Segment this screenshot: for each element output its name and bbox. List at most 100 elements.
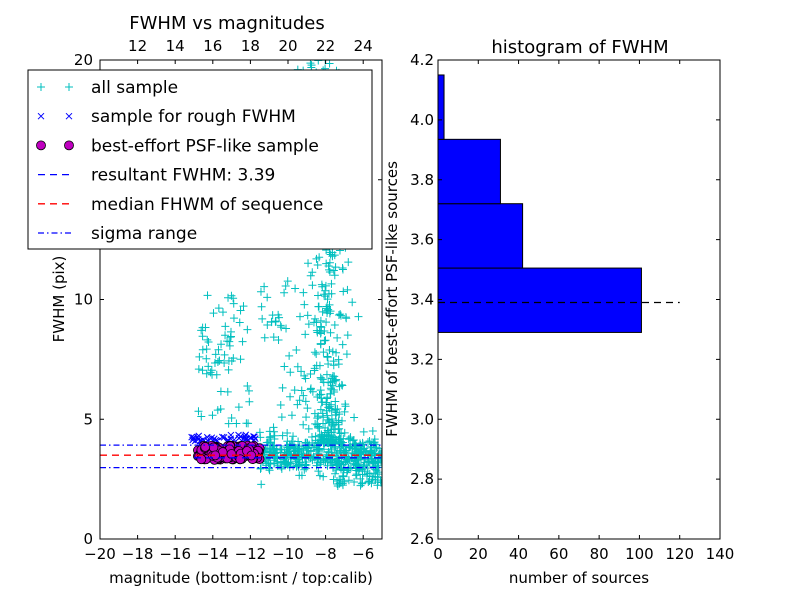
- legend-label: median FHWM of sequence: [91, 195, 323, 215]
- plus-point: [325, 258, 334, 267]
- legend-label: resultant FWHM: 3.39: [91, 166, 275, 186]
- plus-point: [318, 282, 327, 291]
- plus-point: [223, 387, 232, 396]
- plus-point: [331, 411, 340, 420]
- plus-point: [283, 448, 292, 457]
- top-x-tick-label: 14: [166, 37, 185, 55]
- y-tick-label: 0: [83, 530, 93, 548]
- legend-item: sample for rough FWHM: [37, 107, 296, 127]
- plus-point: [332, 465, 341, 474]
- plus-point: [356, 439, 365, 448]
- plus-point: [289, 462, 298, 471]
- plus-point: [208, 411, 217, 420]
- plus-point: [258, 314, 267, 323]
- plus-point: [323, 438, 332, 447]
- plus-point: [242, 419, 251, 428]
- plus-point: [229, 354, 238, 363]
- plus-point: [365, 436, 374, 445]
- plus-point: [324, 432, 333, 440]
- plus-point: [255, 428, 264, 437]
- x-tick-label: 80: [590, 545, 609, 563]
- plus-point: [338, 471, 347, 480]
- plus-point: [344, 258, 353, 267]
- plus-point: [224, 419, 233, 428]
- plus-point: [339, 287, 348, 296]
- plus-point: [227, 291, 236, 300]
- legend-label: best-effort PSF-like sample: [91, 136, 319, 156]
- plus-point: [245, 386, 254, 395]
- plus-point: [274, 335, 283, 344]
- scatter-panel: −20−18−16−14−12−10−8−6051015201214161820…: [27, 13, 383, 587]
- x-point: [220, 433, 228, 441]
- plus-point: [326, 455, 335, 464]
- plus-point: [218, 308, 227, 317]
- legend-box: [27, 69, 373, 250]
- plus-point: [359, 462, 368, 471]
- histogram-bar: [437, 138, 501, 205]
- x-point: [218, 433, 226, 441]
- plus-point: [316, 339, 325, 348]
- plus-point: [313, 260, 322, 269]
- y-tick-label: 2.8: [410, 470, 434, 488]
- plus-point: [314, 291, 323, 300]
- plus-point: [213, 406, 222, 415]
- plus-point: [294, 445, 303, 454]
- plus-point: [214, 345, 223, 354]
- plus-point: [340, 477, 349, 486]
- legend-item: sigma range: [38, 224, 197, 244]
- plus-point: [334, 310, 343, 319]
- x-icon: [37, 112, 45, 120]
- plus-point: [357, 479, 366, 488]
- plus-point: [229, 314, 238, 323]
- plus-point: [338, 340, 347, 349]
- legend-label: all sample: [91, 78, 178, 98]
- plus-point: [260, 282, 269, 291]
- plus-point: [322, 318, 331, 327]
- plus-point: [294, 454, 303, 463]
- plus-point: [311, 432, 320, 441]
- plus-point: [265, 427, 274, 436]
- x-point: [190, 434, 197, 441]
- circle-icon: [64, 140, 74, 151]
- x-point: [227, 435, 235, 443]
- plus-point: [309, 318, 318, 327]
- x-tick-label: 40: [509, 545, 528, 563]
- plus-point: [352, 470, 361, 479]
- plus-point: [319, 445, 328, 454]
- plus-point: [220, 358, 229, 367]
- plus-point: [293, 455, 302, 464]
- plus-point: [316, 405, 325, 414]
- plus-point: [326, 389, 335, 398]
- plus-point: [353, 459, 362, 468]
- plus-point: [195, 352, 204, 361]
- plus-point: [328, 347, 337, 356]
- plus-point: [204, 337, 213, 346]
- plus-point: [304, 424, 313, 433]
- plus-point: [283, 428, 292, 437]
- plus-point: [354, 455, 363, 464]
- plus-point: [268, 311, 277, 320]
- scatter-title: FWHM vs magnitudes: [129, 13, 324, 34]
- plus-point: [308, 268, 317, 277]
- plus-point: [368, 427, 377, 436]
- plus-point: [322, 370, 331, 379]
- plus-point: [297, 367, 306, 376]
- plus-point: [367, 456, 376, 465]
- plus-point: [203, 335, 212, 344]
- plus-point: [227, 327, 236, 336]
- plus-point: [369, 469, 378, 478]
- plus-point: [300, 371, 309, 380]
- plus-point: [198, 345, 207, 354]
- plus-point: [263, 321, 272, 330]
- plus-point: [225, 337, 234, 346]
- plus-point: [198, 332, 207, 341]
- plus-point: [265, 445, 274, 454]
- plus-point: [340, 452, 349, 461]
- top-x-tick-label: 20: [278, 37, 297, 55]
- plus-point: [306, 271, 315, 280]
- plus-point: [234, 403, 243, 412]
- plus-point: [344, 476, 353, 485]
- x-point: [191, 437, 199, 445]
- plus-point: [310, 366, 319, 375]
- plus-point: [360, 458, 369, 467]
